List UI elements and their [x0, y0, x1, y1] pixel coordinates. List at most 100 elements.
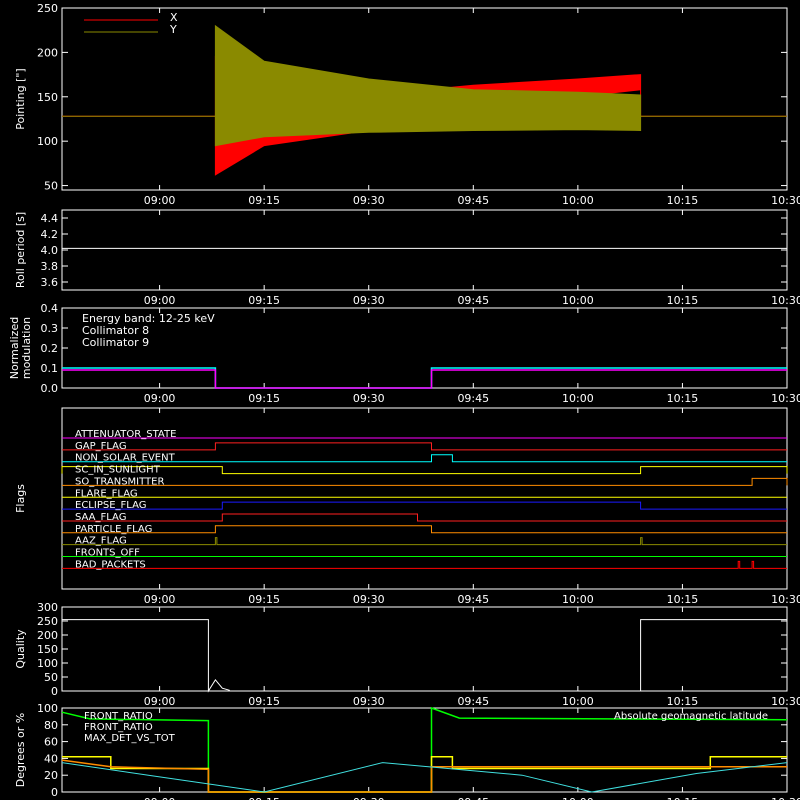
flag-label-bad-packets: BAD_PACKETS: [75, 559, 146, 570]
y-tick-label: 3.6: [41, 276, 59, 289]
x-tick-label: 10:00: [562, 392, 594, 405]
x-tick-label: 09:30: [353, 593, 385, 606]
flag-line-sc-in-sunlight: [61, 466, 788, 475]
x-tick-label: 09:30: [353, 392, 385, 405]
legend-label-front-ratio: FRONT_RATIO: [84, 722, 153, 733]
series-max-det-vs-tot-2: [61, 759, 787, 793]
legend-label-max-det-vs-tot: MAX_DET_VS_TOT: [84, 733, 176, 744]
panel-4: 09:00 09:15 09:30 09:45 10:00 10:15 10:30 Flags…: [14, 407, 800, 606]
x-tick-label: 09:00: [144, 593, 176, 606]
x-tick-label: 09:15: [248, 593, 280, 606]
flag-line-saa-flag: [62, 513, 787, 522]
panel-1: 09:00 09:15 09:30 09:45 10:00 10:15 10:30 50 100…: [14, 2, 800, 207]
x-tick-label: 09:00: [144, 392, 176, 405]
flag-label-aaz-flag: AAZ_FLAG: [75, 536, 127, 547]
y-tick-label: 0.4: [41, 302, 59, 315]
y-tick-label: 100: [37, 702, 58, 715]
x-tick-label: 10:00: [562, 194, 594, 207]
x-tick-label: 09:15: [248, 796, 280, 800]
y-axis-label: Normalized: [8, 317, 21, 379]
x-tick-label: 10:15: [667, 796, 699, 800]
flag-line-particle-flag: [62, 525, 787, 534]
flag-label-particle-flag: PARTICLE_FLAG: [75, 524, 152, 535]
y-tick-label: 150: [37, 91, 58, 104]
y-axis-label: modulation: [20, 317, 33, 379]
x-tick-label: 10:15: [667, 695, 699, 708]
panel-2: 09:00 09:15 09:30 09:45 10:00 10:15 10:30 3.6 3.…: [14, 209, 800, 307]
flag-line-aaz-flag: [62, 537, 787, 546]
x-tick-label: 09:00: [144, 695, 176, 708]
flag-label-non-solar-event: NON_SOLAR_EVENT: [75, 453, 176, 464]
y-tick-label: 250: [37, 615, 58, 628]
panel-3: 09:00 09:15 09:30 09:45 10:00 10:15 10:30 0.0 0.…: [8, 302, 800, 405]
quality-line: [62, 619, 787, 693]
y-tick-label: 0.1: [41, 362, 59, 375]
x-tick-label: 09:45: [457, 294, 489, 307]
x-tick-label: 09:15: [248, 695, 280, 708]
flag-line-so-transmitter: [62, 477, 788, 486]
series-absolute-geomagnetic-latitude-3: [61, 762, 788, 793]
y-axis-label: Pointing ["]: [14, 68, 27, 129]
x-tick-label: 10:30: [771, 695, 800, 708]
x-tick-label: 10:30: [771, 593, 800, 606]
modulation-collimator-9-line: [62, 369, 787, 389]
x-tick-label: 09:15: [248, 392, 280, 405]
flag-label-so-transmitter: SO_TRANSMITTER: [75, 476, 164, 487]
x-tick-label: 09:15: [248, 194, 280, 207]
y-tick-label: 80: [44, 719, 58, 732]
plot-frame: [61, 407, 788, 590]
series-front-ratio-1: [62, 755, 787, 793]
x-tick-label: 10:00: [562, 695, 594, 708]
x-tick-label: 10:15: [667, 194, 699, 207]
x-tick-label: 10:00: [562, 796, 594, 800]
y-tick-label: 60: [44, 736, 58, 749]
y-axis-label: Flags: [14, 484, 27, 513]
x-tick-label: 09:45: [457, 593, 489, 606]
flag-line-gap-flag: [62, 442, 787, 451]
legend-label-front-ratio: FRONT_RATIO: [84, 711, 153, 722]
x-tick-label: 09:00: [144, 294, 176, 307]
x-tick-label: 09:30: [353, 194, 385, 207]
x-tick-label: 10:30: [771, 796, 800, 800]
x-tick-label: 09:00: [144, 194, 176, 207]
x-tick-label: 09:30: [353, 294, 385, 307]
y-tick-label: 0: [51, 685, 58, 698]
plot-frame: [61, 7, 788, 191]
y-tick-label: 0.3: [41, 322, 59, 335]
flag-line-bad-packets: [62, 560, 787, 569]
y-tick-label: 3.8: [41, 260, 59, 273]
y-tick-label: 40: [44, 752, 58, 765]
pointing-y-envelope: [62, 24, 787, 147]
legend-label-collimator-9: Collimator 9: [82, 336, 149, 349]
flag-label-fronts-off: FRONTS_OFF: [75, 548, 140, 559]
flag-line-non-solar-event: [62, 454, 787, 463]
flag-label-flare-flag: FLARE_FLAG: [75, 488, 138, 499]
x-tick-label: 10:00: [562, 294, 594, 307]
x-tick-label: 09:45: [457, 796, 489, 800]
y-tick-label: 50: [44, 180, 58, 193]
y-axis-label: Roll period [s]: [14, 212, 27, 288]
flag-label-saa-flag: SAA_FLAG: [75, 512, 126, 523]
y-tick-label: 150: [37, 643, 58, 656]
flag-label-gap-flag: GAP_FLAG: [75, 441, 127, 452]
y-tick-label: 4.0: [41, 244, 59, 257]
y-tick-label: 200: [37, 46, 58, 59]
energy-band-annotation: Energy band: 12-25 keV: [82, 312, 215, 325]
flag-label-attenuator-state: ATTENUATOR_STATE: [75, 429, 176, 440]
x-tick-label: 09:15: [248, 294, 280, 307]
legend-label-x: X: [170, 11, 178, 24]
x-tick-label: 10:30: [771, 194, 800, 207]
y-tick-label: 0: [51, 786, 58, 799]
flag-label-sc-in-sunlight: SC_IN_SUNLIGHT: [75, 465, 161, 476]
y-tick-label: 20: [44, 769, 58, 782]
legend-label-geomagnetic-latitude: Absolute geomagnetic latitude: [614, 711, 768, 722]
panel-5: 09:00 09:15 09:30 09:45 10:00 10:15 10:30 05010…: [14, 601, 800, 708]
y-tick-label: 50: [44, 671, 58, 684]
y-axis-label: Quality: [14, 629, 27, 669]
y-tick-label: 0.2: [41, 342, 59, 355]
x-tick-label: 09:45: [457, 194, 489, 207]
x-tick-label: 10:15: [667, 294, 699, 307]
modulation-collimator-8-line: [62, 367, 787, 389]
y-tick-label: 4.2: [41, 228, 59, 241]
panel-6: 09:00 09:15 09:30 09:45 10:00 10:15 10:30 0 20 40…: [14, 702, 800, 800]
